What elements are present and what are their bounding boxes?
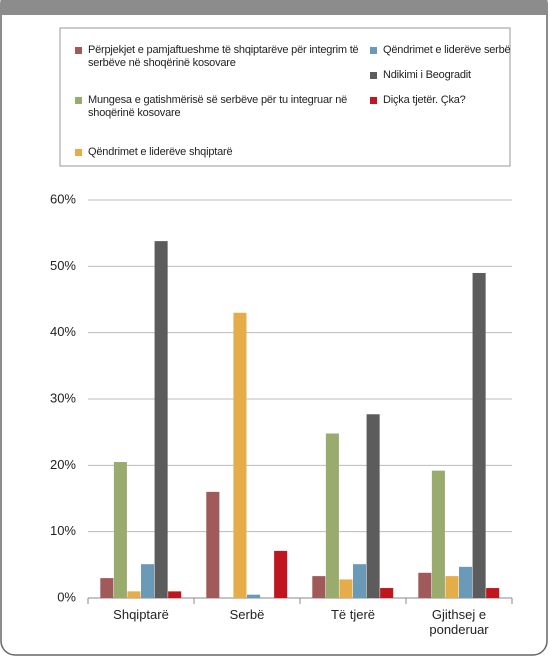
legend-swatch [370,47,377,54]
x-tick-label: Serbë [229,607,265,622]
bar [247,594,261,598]
x-tick-label: Të tjerë [330,607,376,622]
legend-swatch [370,72,377,79]
legend-swatch [75,149,82,156]
bar [100,578,114,598]
x-tick-label: Gjithsej e ponderuar [429,607,489,637]
y-tick-label: 50% [50,258,76,273]
y-tick-label: 20% [50,457,76,472]
bar [113,462,127,598]
bar [459,566,473,598]
y-tick-label: 60% [50,191,76,206]
y-tick-label: 30% [50,390,76,405]
bar [431,470,445,598]
legend-label: Qëndrimet e liderëve shqiptarë [88,146,233,158]
bar [127,591,141,598]
bar [445,576,459,598]
legend-swatch [370,97,377,104]
bar [312,576,326,598]
legend-swatch [75,47,82,54]
bar [206,491,220,598]
legend-label: Mungesa e gatishmërisë së serbëve për tu… [88,94,348,119]
bar [353,564,367,598]
x-tick-label: Shqiptarë [113,607,169,622]
bar [325,433,339,598]
bar [154,241,168,599]
bar [366,414,380,598]
bar [472,272,486,598]
header-bar [1,0,547,15]
bar [274,550,288,598]
y-tick-label: 0% [57,589,76,604]
y-tick-label: 40% [50,324,76,339]
legend-box [59,27,511,167]
bar [380,588,394,598]
legend-label: Qëndrimet e liderëve serbë [383,44,511,56]
bar [418,572,432,598]
legend-label: Ndikimi i Beogradit [383,69,471,81]
legend-label: Përpjekjet e pamjaftueshme të shqiptarëv… [88,44,359,69]
y-tick-label: 10% [50,523,76,538]
bar [486,588,500,598]
bar [233,312,247,598]
bar [168,591,182,598]
legend-swatch [75,97,82,104]
bar [141,564,155,598]
bar [339,579,353,598]
legend-label: Diçka tjetër. Çka? [383,94,466,106]
